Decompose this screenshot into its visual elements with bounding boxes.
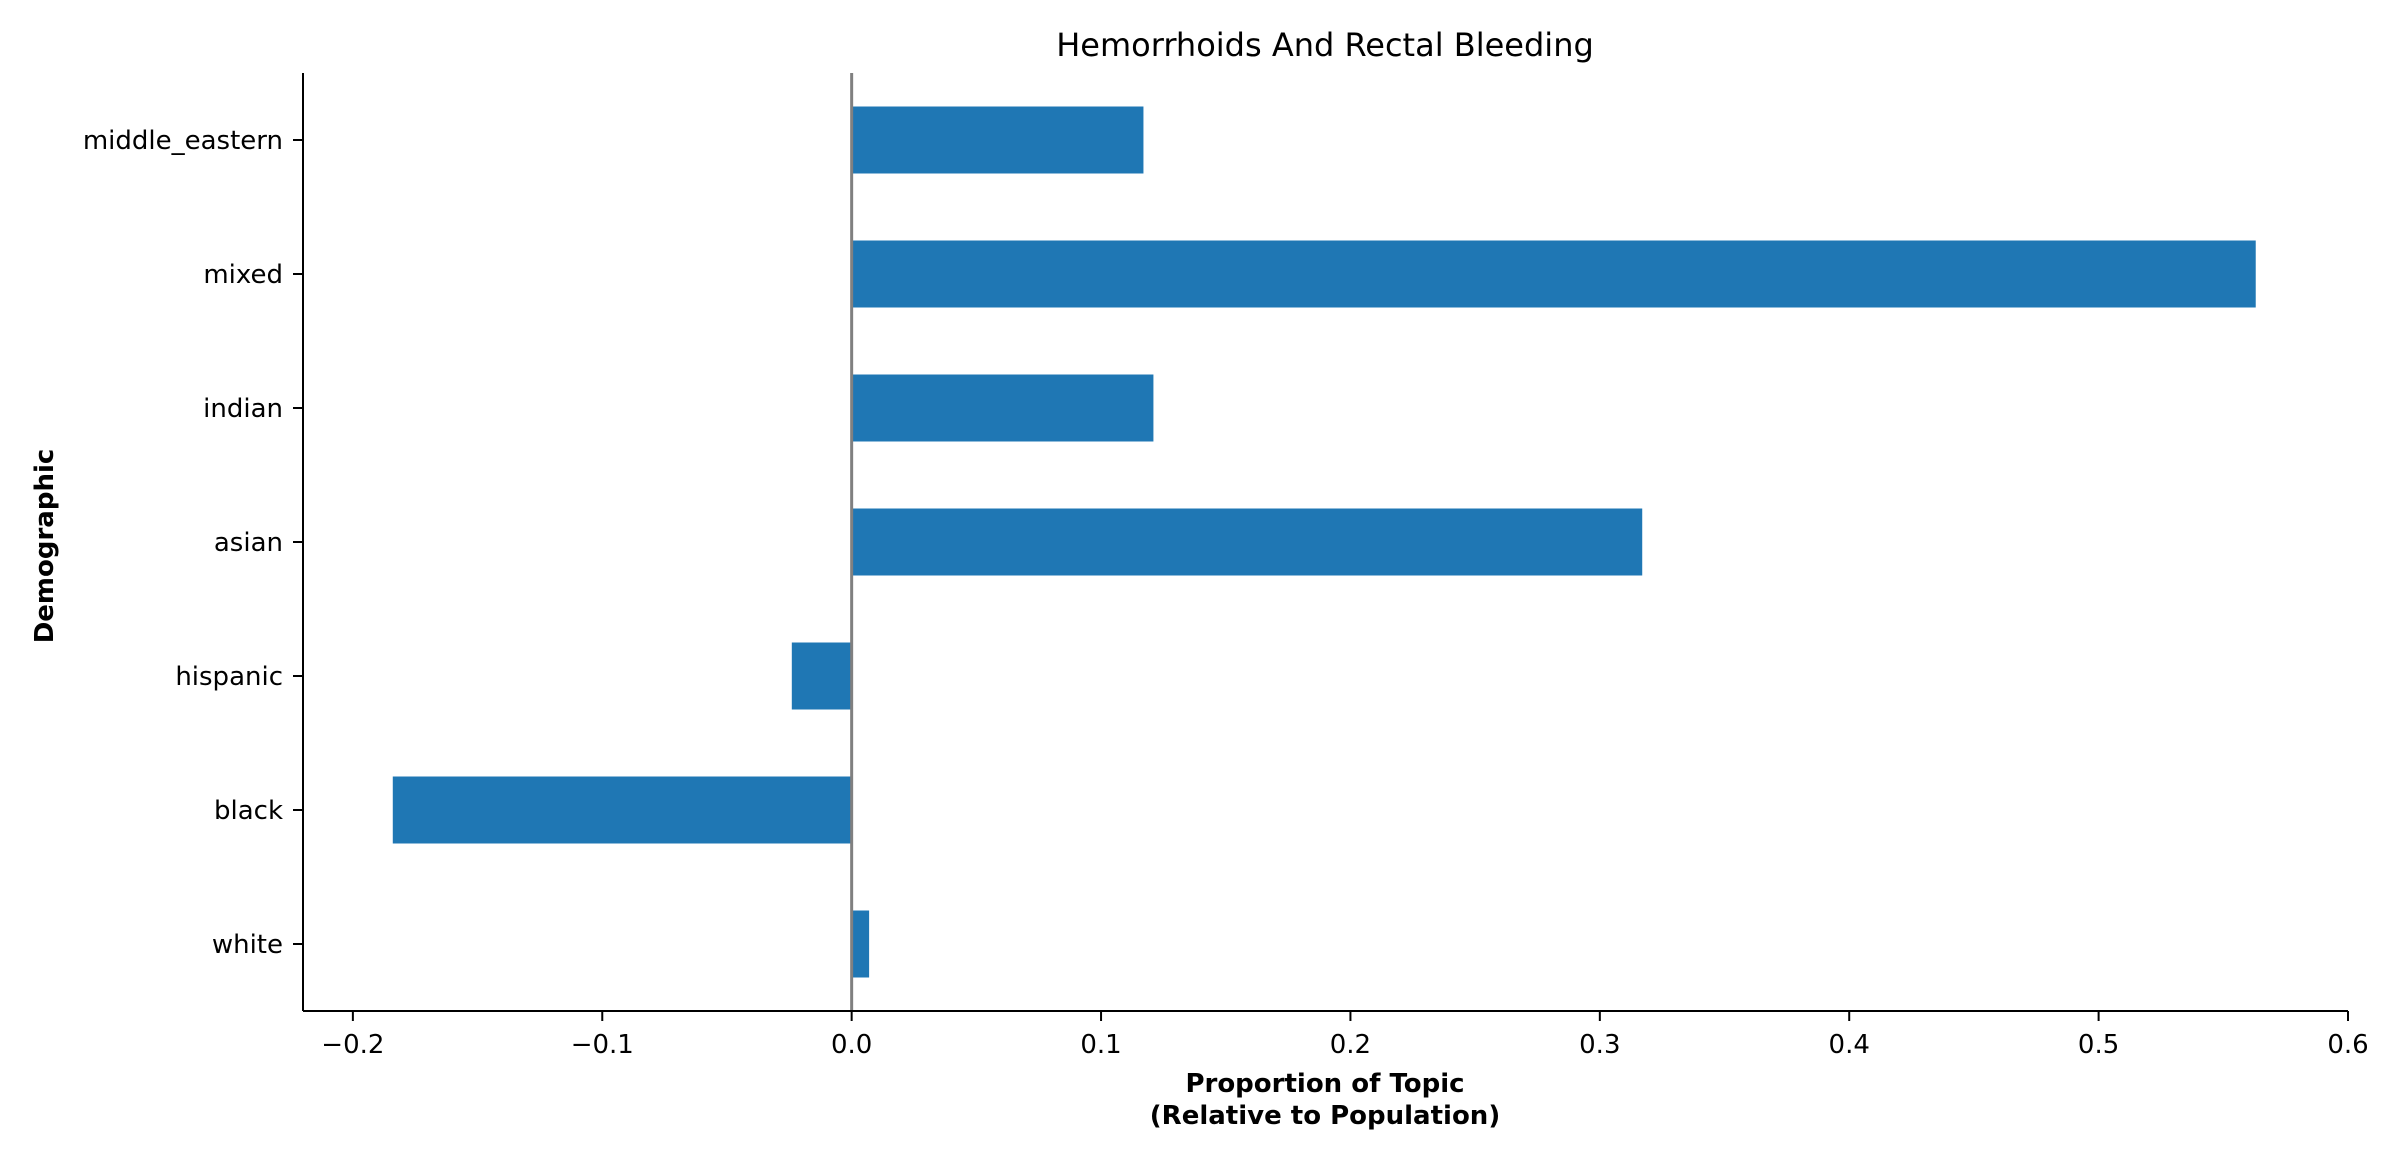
bar-asian [851, 508, 1643, 576]
chart-title: Hemorrhoids And Rectal Bleeding [1056, 26, 1594, 64]
bar-hispanic [791, 642, 852, 710]
bar-middle_eastern [851, 106, 1144, 174]
x-ticks-group: −0.2 −0.1 0.0 0.1 0.2 0.3 0.4 0.5 0.6 [321, 1011, 2369, 1060]
x-tick-label: 0.1 [1080, 1030, 1121, 1060]
x-tick-label: 0.2 [1330, 1030, 1371, 1060]
bar-indian [851, 374, 1154, 442]
x-tick-label: −0.1 [571, 1030, 634, 1060]
y-tick-label-white: white [212, 930, 283, 960]
y-tick-label-black: black [214, 796, 283, 826]
y-tick-label-asian: asian [214, 528, 283, 558]
x-tick-label: 0.4 [1829, 1030, 1870, 1060]
bar-mixed [851, 240, 2256, 308]
y-axis-label: Demographic [30, 449, 60, 644]
x-tick-label: −0.2 [321, 1030, 384, 1060]
bars-group [392, 106, 2256, 978]
x-axis-label-line-1: Proportion of Topic [1185, 1069, 1464, 1099]
y-ticks-group: white black hispanic asian indian mixed middle… [83, 126, 303, 960]
x-tick-label: 0.3 [1579, 1030, 1620, 1060]
bar-black [392, 776, 852, 844]
y-tick-label-middle_eastern: middle_eastern [83, 126, 283, 156]
bar-white [851, 910, 870, 978]
y-tick-label-mixed: mixed [203, 260, 283, 290]
x-tick-label: 0.5 [2078, 1030, 2119, 1060]
x-tick-label: 0.6 [2327, 1030, 2368, 1060]
y-tick-label-indian: indian [203, 394, 283, 424]
x-axis-label-line-2: (Relative to Population) [1150, 1101, 1500, 1131]
x-tick-label: 0.0 [831, 1030, 872, 1060]
y-tick-label-hispanic: hispanic [175, 662, 283, 692]
